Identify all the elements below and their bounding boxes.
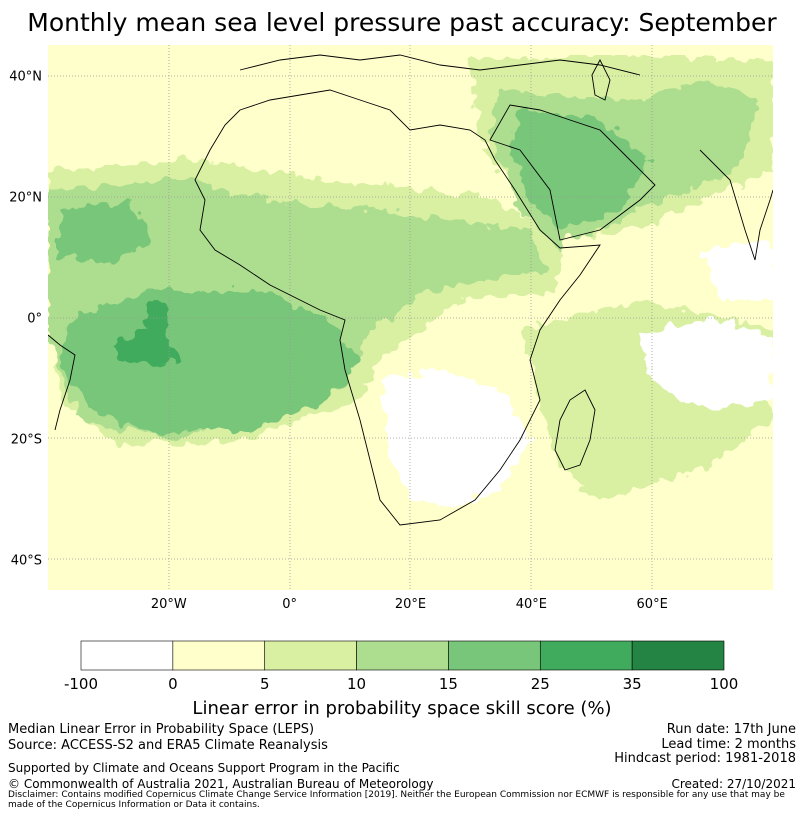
coastlines [48, 54, 773, 526]
colorbar-tick-label: 25 [531, 675, 550, 693]
skill-field [48, 45, 773, 590]
coastline-europe [239, 54, 641, 76]
support-note: Supported by Climate and Oceans Support … [8, 761, 400, 775]
field-east-low [700, 240, 773, 300]
colorbar-tick-label: 15 [439, 675, 458, 693]
latitude-labels: 40°N 20°N 0° 20°S 40°S [9, 69, 42, 568]
colorbar-tick-label: 0 [168, 675, 178, 693]
disclaimer: Disclaimer: Contains modified Copernicus… [8, 790, 785, 810]
colorbar-segment [448, 640, 541, 671]
colorbar-tick-label: -100 [64, 675, 98, 693]
created-date: Created: 27/10/2021 [671, 777, 796, 791]
lat-label: 20°N [9, 190, 42, 205]
colorbar-tick-label: 35 [623, 675, 642, 693]
footer-left-line-2: Source: ACCESS-S2 and ERA5 Climate Reana… [8, 738, 328, 753]
lon-label: 40°E [516, 597, 547, 612]
colorbar-segment [80, 640, 174, 671]
lon-label: 0° [282, 597, 297, 612]
colorbar-segment [631, 640, 725, 671]
colorbar-segment [356, 640, 449, 671]
colorbar-tick-label: 100 [710, 675, 739, 693]
run-date: Run date: 17th June [666, 722, 796, 737]
field-mideast-low [560, 230, 680, 290]
lon-label: 20°W [151, 597, 187, 612]
map-title: Monthly mean sea level pressure past acc… [27, 8, 777, 37]
coastline-africa [194, 89, 601, 526]
colorbar-segment [539, 640, 633, 671]
coastline-madagascar [554, 389, 596, 471]
coastline-south-america [48, 334, 76, 431]
colorbar-segment [172, 640, 266, 671]
lat-label: 40°S [11, 554, 42, 569]
coastline-india [699, 149, 773, 261]
lon-label: 60°E [637, 597, 668, 612]
colorbar-title: Linear error in probability space skill … [192, 698, 612, 719]
lead-time: Lead time: 2 months [661, 737, 796, 752]
lat-label: 0° [27, 312, 42, 327]
field-southern-africa-low [380, 370, 530, 510]
coastline-caspian [591, 59, 611, 101]
field-core [115, 300, 180, 365]
copyright: © Commonwealth of Australia 2021, Austra… [8, 777, 434, 791]
lat-label: 40°N [9, 69, 42, 84]
footer-left-line-1: Median Linear Error in Probability Space… [8, 722, 315, 737]
coastline-arabia [489, 104, 656, 241]
field-west-africa [60, 200, 150, 265]
colorbar: -100 0 5 10 15 25 35 100 [64, 640, 739, 693]
field-south-atlantic [60, 290, 360, 435]
colorbar-segment [264, 640, 357, 671]
longitude-labels: 20°W 0° 20°E 40°E 60°E [151, 597, 668, 612]
field-arabia-core [510, 110, 650, 230]
map-figure: 40°N 20°N 0° 20°S 40°S 20°W 0° 20°E 40°E 60°E -1… [9, 45, 773, 693]
lat-label: 20°S [11, 433, 42, 448]
gridlines [48, 45, 773, 590]
colorbar-tick-label: 10 [347, 675, 366, 693]
lon-label: 20°E [395, 597, 426, 612]
colorbar-tick-label: 5 [260, 675, 270, 693]
field-indian-low [640, 320, 773, 410]
hindcast-period: Hindcast period: 1981-2018 [614, 751, 796, 766]
